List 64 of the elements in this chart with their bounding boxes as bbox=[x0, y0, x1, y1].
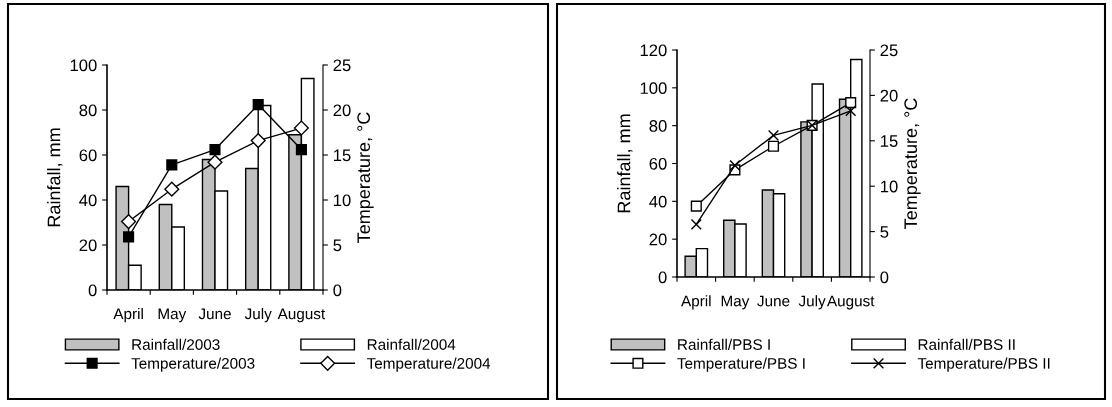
point bbox=[690, 218, 702, 230]
y-tick-label: 120 bbox=[640, 44, 667, 57]
y2-axis-title: Temperature, °C bbox=[357, 112, 374, 243]
legend-label: Rainfall/PBS I bbox=[678, 338, 770, 350]
legend-label: Temperature/2004 bbox=[366, 357, 491, 372]
y2-tick-label: 10 bbox=[333, 194, 351, 207]
y2-tick-label: 0 bbox=[333, 284, 342, 297]
legend-label: Temperature/PBS II bbox=[917, 357, 1050, 372]
y-tick-label: 20 bbox=[649, 233, 667, 246]
y-tick-label: 60 bbox=[649, 157, 667, 170]
point bbox=[845, 97, 857, 109]
x-tick-label: June bbox=[757, 295, 790, 307]
x-tick-label: July bbox=[798, 295, 826, 310]
y-tick-label: 0 bbox=[658, 271, 667, 284]
point bbox=[690, 200, 702, 212]
legend-label: Rainfall/2003 bbox=[132, 338, 220, 350]
x-tick-label: August bbox=[826, 295, 875, 310]
y2-tick-label: 5 bbox=[880, 226, 889, 238]
y2-tick-label: 10 bbox=[880, 180, 898, 193]
x-tick-label: April bbox=[681, 295, 711, 310]
point bbox=[729, 159, 741, 171]
legend-label: Rainfall/PBS II bbox=[918, 338, 1015, 350]
point bbox=[845, 105, 857, 117]
y-axis-title: Rainfall, mm bbox=[617, 114, 633, 213]
point bbox=[767, 129, 780, 141]
y-tick-label: 60 bbox=[79, 149, 97, 162]
point bbox=[121, 214, 137, 230]
x-tick-label: July bbox=[244, 308, 272, 323]
y-tick-label: 80 bbox=[649, 120, 667, 132]
y-tick-label: 100 bbox=[70, 59, 97, 72]
y-tick-label: 0 bbox=[88, 284, 97, 297]
x-tick-label: June bbox=[198, 308, 231, 320]
x-tick-label: August bbox=[277, 308, 326, 323]
x-tick-label: May bbox=[158, 308, 187, 323]
y2-tick-label: 25 bbox=[880, 44, 898, 57]
point bbox=[166, 159, 178, 171]
legend-label: Temperature/PBS I bbox=[677, 357, 805, 372]
y2-tick-label: 15 bbox=[333, 149, 351, 162]
point bbox=[207, 154, 223, 170]
y2-tick-label: 25 bbox=[333, 59, 351, 72]
y2-tick-label: 0 bbox=[880, 271, 889, 284]
y2-tick-label: 20 bbox=[333, 104, 351, 117]
point bbox=[252, 99, 264, 111]
y2-tick-label: 5 bbox=[333, 239, 342, 252]
y-tick-label: 100 bbox=[640, 82, 667, 95]
point bbox=[164, 181, 180, 197]
point bbox=[250, 133, 266, 149]
legend-label: Temperature/2003 bbox=[131, 357, 255, 372]
y-tick-label: 80 bbox=[79, 104, 97, 117]
x-tick-label: May bbox=[721, 295, 750, 310]
point bbox=[123, 231, 135, 243]
y-axis-title: Rainfall, mm bbox=[47, 128, 63, 227]
y2-tick-label: 20 bbox=[880, 89, 898, 102]
y-tick-label: 20 bbox=[79, 239, 97, 252]
point bbox=[767, 140, 780, 152]
y-tick-label: 40 bbox=[79, 194, 97, 207]
legend-label: Rainfall/2004 bbox=[367, 338, 456, 350]
point bbox=[295, 144, 307, 156]
x-tick-label: April bbox=[113, 308, 143, 323]
point bbox=[209, 144, 221, 156]
point bbox=[293, 120, 309, 136]
y2-axis-title: Temperature, °C bbox=[904, 98, 921, 229]
y2-tick-label: 15 bbox=[880, 135, 898, 147]
y-tick-label: 40 bbox=[649, 195, 667, 208]
